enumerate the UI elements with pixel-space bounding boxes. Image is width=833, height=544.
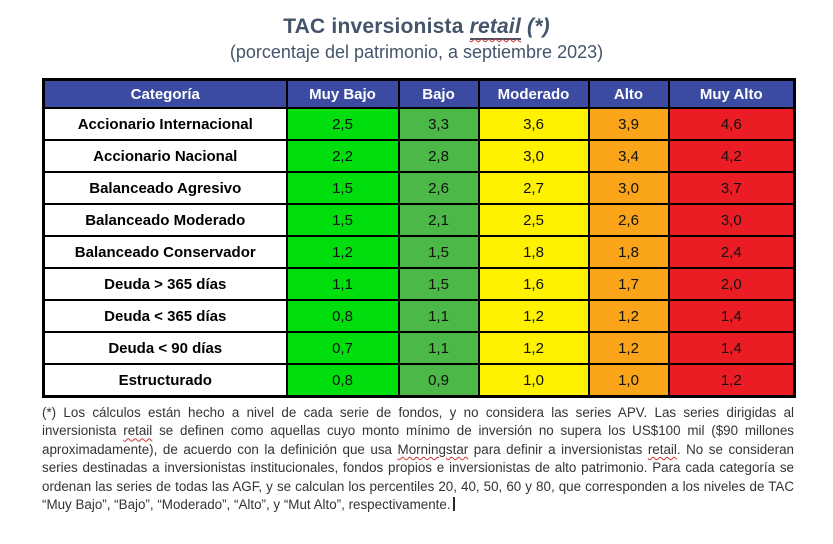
table-row: Estructurado 0,8 0,9 1,0 1,0 1,2 xyxy=(42,363,796,398)
value-cell[interactable]: 2,4 xyxy=(667,235,796,269)
value-cell[interactable]: 1,0 xyxy=(587,363,670,398)
table-row: Balanceado Agresivo 1,5 2,6 2,7 3,0 3,7 xyxy=(42,171,796,205)
value-cell[interactable]: 1,8 xyxy=(477,235,590,269)
footnote[interactable]: (*) Los cálculos están hecho a nivel de … xyxy=(42,404,794,514)
value-cell[interactable]: 2,6 xyxy=(397,171,480,205)
value-cell[interactable]: 1,5 xyxy=(397,267,480,301)
value-cell[interactable]: 1,5 xyxy=(397,235,480,269)
value-cell[interactable]: 0,8 xyxy=(285,299,400,333)
value-cell[interactable]: 1,2 xyxy=(477,299,590,333)
column-header[interactable]: Categoría xyxy=(42,78,288,109)
value-cell[interactable]: 3,0 xyxy=(477,139,590,173)
value-cell[interactable]: 3,9 xyxy=(587,107,670,141)
column-header[interactable]: Alto xyxy=(587,78,670,109)
value-cell[interactable]: 1,5 xyxy=(285,171,400,205)
value-cell[interactable]: 4,6 xyxy=(667,107,796,141)
value-cell[interactable]: 3,3 xyxy=(397,107,480,141)
category-cell[interactable]: Deuda < 90 días xyxy=(42,331,288,365)
footnote-text: . No se consideran series destinadas a i… xyxy=(42,441,794,513)
value-cell[interactable]: 1,6 xyxy=(477,267,590,301)
text-cursor xyxy=(452,497,455,512)
value-cell[interactable]: 1,4 xyxy=(667,331,796,365)
value-cell[interactable]: 0,9 xyxy=(397,363,480,398)
column-header[interactable]: Muy Bajo xyxy=(285,78,400,109)
value-cell[interactable]: 2,7 xyxy=(477,171,590,205)
value-cell[interactable]: 2,0 xyxy=(667,267,796,301)
title-text: TAC inversionista xyxy=(283,15,470,38)
category-cell[interactable]: Balanceado Conservador xyxy=(42,235,288,269)
value-cell[interactable]: 1,0 xyxy=(477,363,590,398)
table-row: Deuda < 90 días 0,7 1,1 1,2 1,2 1,4 xyxy=(42,331,796,365)
table-row: Deuda > 365 días 1,1 1,5 1,6 1,7 2,0 xyxy=(42,267,796,301)
value-cell[interactable]: 1,7 xyxy=(587,267,670,301)
value-cell[interactable]: 3,0 xyxy=(667,203,796,237)
category-cell[interactable]: Accionario Internacional xyxy=(42,107,288,141)
value-cell[interactable]: 2,6 xyxy=(587,203,670,237)
title-suffix: (*) xyxy=(521,15,550,38)
footnote-text: se definen como aquellas cuyo monto míni… xyxy=(42,423,794,457)
value-cell[interactable]: 1,1 xyxy=(397,331,480,365)
tac-table-body: Accionario Internacional 2,5 3,3 3,6 3,9 4,6 A… xyxy=(42,107,796,398)
category-cell[interactable]: Accionario Nacional xyxy=(42,139,288,173)
value-cell[interactable]: 2,5 xyxy=(285,107,400,141)
value-cell[interactable]: 1,8 xyxy=(587,235,670,269)
value-cell[interactable]: 2,5 xyxy=(477,203,590,237)
value-cell[interactable]: 1,2 xyxy=(587,331,670,365)
category-cell[interactable]: Balanceado Agresivo xyxy=(42,171,288,205)
value-cell[interactable]: 1,2 xyxy=(477,331,590,365)
title-emphasis: retail xyxy=(469,15,522,40)
value-cell[interactable]: 0,7 xyxy=(285,331,400,365)
footnote-text: (*) Los cálculos están hecho a nivel de … xyxy=(42,405,794,439)
value-cell[interactable]: 3,0 xyxy=(587,171,670,205)
category-cell[interactable]: Deuda < 365 días xyxy=(42,299,288,333)
misspelled-word: Morningstar xyxy=(397,441,469,457)
table-row: Balanceado Moderado 1,5 2,1 2,5 2,6 3,0 xyxy=(42,203,796,237)
category-cell[interactable]: Balanceado Moderado xyxy=(42,203,288,237)
value-cell[interactable]: 1,5 xyxy=(285,203,400,237)
tac-table: Categoría Muy Bajo Bajo Moderado Alto Muy Alt… xyxy=(42,78,796,398)
header-row: Categoría Muy Bajo Bajo Moderado Alto Muy Alt… xyxy=(42,78,796,109)
value-cell[interactable]: 1,1 xyxy=(397,299,480,333)
value-cell[interactable]: 2,1 xyxy=(397,203,480,237)
footnote-text: para definir a inversionistas xyxy=(468,441,648,457)
value-cell[interactable]: 1,1 xyxy=(285,267,400,301)
category-cell[interactable]: Estructurado xyxy=(42,363,288,398)
value-cell[interactable]: 3,6 xyxy=(477,107,590,141)
value-cell[interactable]: 4,2 xyxy=(667,139,796,173)
value-cell[interactable]: 1,2 xyxy=(285,235,400,269)
table-row: Accionario Internacional 2,5 3,3 3,6 3,9 4,6 xyxy=(42,107,796,141)
value-cell[interactable]: 1,2 xyxy=(587,299,670,333)
table-row: Deuda < 365 días 0,8 1,1 1,2 1,2 1,4 xyxy=(42,299,796,333)
category-cell[interactable]: Deuda > 365 días xyxy=(42,267,288,301)
misspelled-word: retail xyxy=(123,423,153,439)
value-cell[interactable]: 2,2 xyxy=(285,139,400,173)
column-header[interactable]: Moderado xyxy=(477,78,590,109)
value-cell[interactable]: 3,7 xyxy=(667,171,796,205)
table-row: Accionario Nacional 2,2 2,8 3,0 3,4 4,2 xyxy=(42,139,796,173)
column-header[interactable]: Bajo xyxy=(397,78,480,109)
table-row: Balanceado Conservador 1,2 1,5 1,8 1,8 2,4 xyxy=(42,235,796,269)
page-title[interactable]: TAC inversionista retail (*) xyxy=(0,0,833,40)
value-cell[interactable]: 2,8 xyxy=(397,139,480,173)
misspelled-word: retail xyxy=(647,441,677,457)
page-subtitle[interactable]: (porcentaje del patrimonio, a septiembre… xyxy=(229,42,604,62)
value-cell[interactable]: 3,4 xyxy=(587,139,670,173)
value-cell[interactable]: 0,8 xyxy=(285,363,400,398)
value-cell[interactable]: 1,4 xyxy=(667,299,796,333)
value-cell[interactable]: 1,2 xyxy=(667,363,796,398)
column-header[interactable]: Muy Alto xyxy=(667,78,796,109)
